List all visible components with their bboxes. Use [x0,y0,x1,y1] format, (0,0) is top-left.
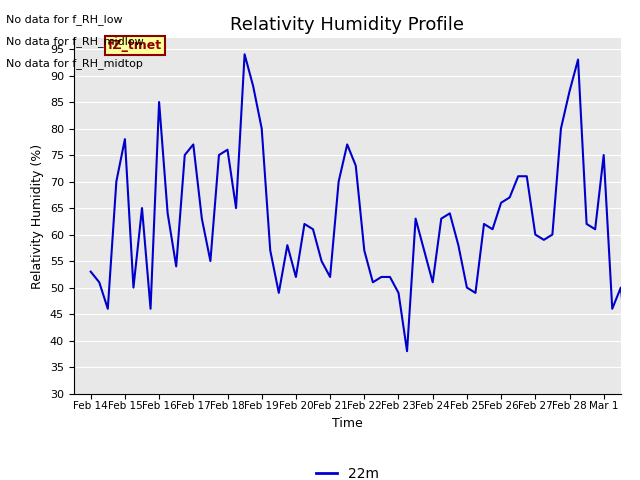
Y-axis label: Relativity Humidity (%): Relativity Humidity (%) [31,144,44,288]
Text: No data for f_RH_midlow: No data for f_RH_midlow [6,36,144,48]
Text: fZ_tmet: fZ_tmet [108,39,162,52]
Title: Relativity Humidity Profile: Relativity Humidity Profile [230,16,464,34]
X-axis label: Time: Time [332,417,363,430]
Text: No data for f_RH_midtop: No data for f_RH_midtop [6,59,143,70]
Legend: 22m: 22m [310,461,384,480]
Text: No data for f_RH_low: No data for f_RH_low [6,14,123,25]
